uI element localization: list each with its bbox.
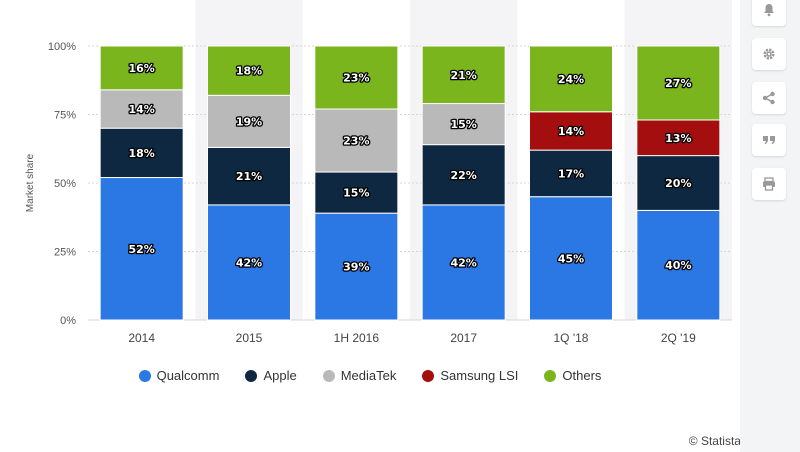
print-icon: [763, 177, 775, 191]
legend-marker: [422, 369, 435, 382]
bar-qualcomm: [421, 204, 506, 321]
share-button[interactable]: [752, 82, 786, 114]
legend-item[interactable]: Samsung LSI: [422, 368, 518, 383]
data-label: 22%: [450, 169, 476, 182]
bar-qualcomm: [314, 212, 399, 321]
legend-item[interactable]: Apple: [245, 368, 297, 383]
data-label: 24%: [558, 73, 584, 86]
bar-mediatek: [421, 103, 506, 146]
bar-mediatek: [99, 89, 184, 129]
data-label: 40%: [665, 259, 691, 272]
data-label: 18%: [128, 147, 154, 160]
bar-apple: [207, 146, 291, 206]
bar-others: [636, 45, 721, 121]
chart: 0% 25% 50% 75% 100% Market share 52% 18% 14% 16% 2…: [25, 0, 732, 345]
legend-marker: [322, 369, 335, 382]
x-tick-label: 1H 2016: [334, 331, 380, 345]
legend-marker: [544, 369, 557, 382]
bar-others: [421, 45, 506, 105]
data-label: 23%: [343, 135, 369, 148]
quote-icon: [763, 136, 775, 144]
legend-label: MediaTek: [340, 368, 397, 383]
bar-apple: [529, 149, 613, 198]
data-label: 19%: [236, 115, 262, 128]
bar-others: [99, 45, 184, 91]
x-tick-label: 2Q '19: [661, 331, 696, 345]
data-label: 13%: [665, 132, 691, 145]
x-tick-label: 2015: [236, 331, 263, 345]
y-tick-label: 50%: [54, 178, 76, 190]
bell-icon: [764, 4, 774, 17]
y-tick-label: 0%: [60, 315, 76, 327]
bar-others: [207, 45, 291, 96]
data-label: 17%: [558, 167, 584, 180]
bar-samsung-lsi: [529, 111, 613, 151]
bar-qualcomm: [99, 177, 184, 321]
bar-mediatek: [207, 94, 291, 148]
chart-legend: Qualcomm Apple MediaTek Samsung LSI Others: [0, 368, 740, 383]
data-label: 16%: [128, 62, 154, 75]
data-label: 15%: [343, 187, 369, 200]
data-label: 39%: [343, 261, 369, 274]
legend-label: Qualcomm: [156, 368, 220, 383]
bar-mediatek: [314, 108, 399, 173]
x-tick-label: 2017: [450, 331, 477, 345]
notification-button[interactable]: [752, 0, 786, 26]
data-label: 14%: [128, 103, 154, 116]
bar-qualcomm: [529, 196, 613, 321]
bar-others: [314, 45, 399, 110]
bar-apple: [314, 171, 399, 214]
y-tick-label: 100%: [48, 41, 76, 53]
sidebar: [740, 0, 800, 452]
bar-apple: [636, 155, 721, 211]
legend-item[interactable]: Qualcomm: [138, 368, 220, 383]
citation-button[interactable]: [752, 124, 786, 156]
y-axis-label: Market share: [25, 153, 36, 212]
data-label: 42%: [236, 256, 262, 269]
legend-item[interactable]: MediaTek: [322, 368, 397, 383]
gear-icon: [763, 48, 775, 60]
data-label: 27%: [665, 77, 691, 90]
legend-label: Apple: [263, 368, 297, 383]
y-tick-label: 25%: [54, 247, 76, 259]
data-label: 18%: [236, 65, 262, 78]
legend-label: Others: [562, 368, 602, 383]
data-label: 52%: [128, 243, 154, 256]
bar-qualcomm: [207, 204, 291, 321]
data-label: 45%: [558, 252, 584, 265]
bar-apple: [99, 127, 184, 179]
data-label: 42%: [450, 256, 476, 269]
legend-marker: [138, 369, 151, 382]
bar-apple: [421, 144, 506, 206]
data-label: 14%: [558, 125, 584, 138]
x-tick-label: 1Q '18: [554, 331, 589, 345]
x-tick-label: 2014: [128, 331, 155, 345]
data-label: 15%: [450, 118, 476, 131]
y-tick-label: 75%: [54, 110, 76, 122]
print-button[interactable]: [752, 168, 786, 200]
bar-others: [529, 45, 613, 113]
bar-samsung-lsi: [636, 119, 721, 157]
legend-item[interactable]: Others: [544, 368, 601, 383]
data-label: 23%: [343, 72, 369, 85]
share-icon: [762, 91, 775, 105]
data-label: 21%: [236, 170, 262, 183]
legend-marker: [245, 369, 258, 382]
settings-button[interactable]: [752, 38, 786, 70]
data-label: 20%: [665, 177, 691, 190]
legend-label: Samsung LSI: [440, 368, 519, 383]
data-label: 21%: [450, 69, 476, 82]
